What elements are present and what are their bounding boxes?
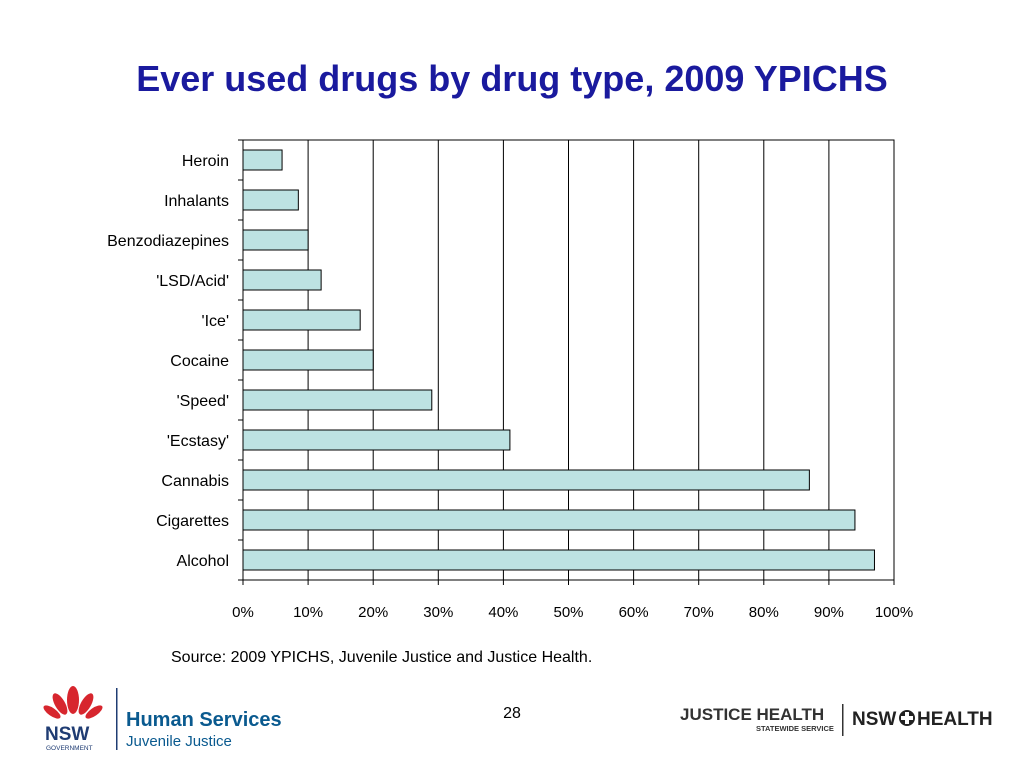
- bar: [242, 469, 810, 491]
- x-tick-label: 100%: [875, 604, 913, 621]
- x-tick-label: 10%: [293, 604, 323, 621]
- waratah-icon: [43, 686, 103, 719]
- category-label: Benzodiazepines: [107, 233, 229, 250]
- category-label: Cigarettes: [156, 513, 229, 530]
- bar: [242, 389, 433, 411]
- chart-bars: [242, 149, 875, 571]
- x-tick-label: 60%: [619, 604, 649, 621]
- nsw-health-wordmark-a: NSW: [852, 709, 896, 730]
- bar: [242, 229, 309, 251]
- source-note: Source: 2009 YPICHS, Juvenile Justice an…: [171, 649, 593, 666]
- category-label: Cocaine: [170, 353, 229, 370]
- nsw-wordmark: NSW: [45, 724, 89, 745]
- bar: [242, 349, 374, 371]
- category-label: 'LSD/Acid': [156, 273, 229, 290]
- chart-category-labels: Heroin Inhalants Benzodiazepines 'LSD/Acid'…: [107, 153, 229, 570]
- category-label: Heroin: [182, 153, 229, 170]
- x-tick-label: 0%: [232, 604, 254, 621]
- x-tick-label: 50%: [553, 604, 583, 621]
- plot-area-frame: [242, 139, 895, 581]
- bar: [242, 429, 511, 451]
- x-tick-label: 80%: [749, 604, 779, 621]
- category-label: 'Ecstasy': [167, 433, 229, 450]
- category-label: Cannabis: [161, 473, 229, 490]
- bar: [242, 149, 283, 171]
- juvenile-justice-wordmark: Juvenile Justice: [126, 733, 232, 750]
- nsw-health-wordmark-b: HEALTH: [917, 709, 993, 730]
- category-label: 'Ice': [202, 313, 229, 330]
- human-services-wordmark: Human Services: [126, 709, 282, 731]
- bar: [242, 549, 875, 571]
- bar: [242, 189, 299, 211]
- x-tick-label: 30%: [423, 604, 453, 621]
- category-label: 'Speed': [177, 393, 229, 410]
- x-tick-label: 20%: [358, 604, 388, 621]
- nsw-human-services-logo: NSW GOVERNMENT Human Services Juvenile J…: [43, 686, 282, 752]
- category-label: Inhalants: [164, 193, 229, 210]
- category-label: Alcohol: [177, 553, 229, 570]
- health-cross-icon: [899, 710, 915, 726]
- statewide-service-wordmark: STATEWIDE SERVICE: [756, 724, 834, 733]
- justice-health-logo: JUSTICE HEALTH STATEWIDE SERVICE NSW HEA…: [680, 704, 993, 736]
- slide-title: Ever used drugs by drug type, 2009 YPICH…: [136, 58, 888, 99]
- chart-tick-labels: 0% 10% 20% 30% 40% 50% 60% 70% 80% 90% 100%: [232, 604, 913, 621]
- x-tick-label: 90%: [814, 604, 844, 621]
- page-number: 28: [503, 705, 521, 722]
- bar-chart: Heroin Inhalants Benzodiazepines 'LSD/Acid'…: [107, 139, 913, 621]
- bar: [242, 509, 856, 531]
- x-tick-label: 40%: [488, 604, 518, 621]
- government-wordmark: GOVERNMENT: [46, 745, 93, 752]
- bar: [242, 309, 361, 331]
- bar: [242, 269, 322, 291]
- x-tick-label: 70%: [684, 604, 714, 621]
- justice-health-wordmark: JUSTICE HEALTH: [680, 705, 824, 724]
